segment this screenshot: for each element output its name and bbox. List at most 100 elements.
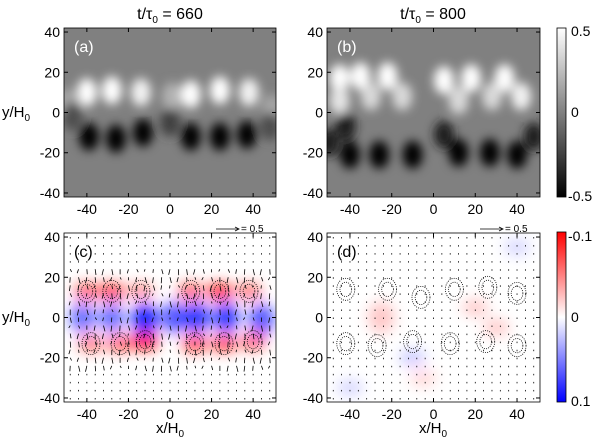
heatmap-feature <box>162 82 183 111</box>
contour-line <box>339 336 353 352</box>
x-tick-label: -20 <box>382 201 402 217</box>
x-tick-label: 40 <box>509 406 525 422</box>
vector-arrow <box>226 277 229 284</box>
vector-arrow <box>76 357 79 362</box>
vector-arrow <box>243 317 246 320</box>
vector-arrow <box>103 349 106 355</box>
vector-arrow <box>211 277 214 282</box>
vector-arrow <box>159 325 163 330</box>
vector-arrow <box>227 333 230 339</box>
y-tick-label: -20 <box>40 350 60 366</box>
contour-line <box>102 279 122 303</box>
heatmap-feature <box>209 76 230 105</box>
heatmap-feature <box>494 64 515 93</box>
contour-line <box>214 332 234 356</box>
vector-arrow <box>86 349 89 352</box>
vector-arrow <box>126 317 129 324</box>
vector-key-arrowhead <box>234 226 240 232</box>
vector-arrow <box>219 285 222 292</box>
heatmap-feature <box>336 379 363 396</box>
vector-arrow <box>211 317 214 324</box>
vector-arrow <box>169 277 172 284</box>
contour-line <box>185 332 205 356</box>
vector-arrow <box>78 325 81 329</box>
vector-arrow <box>202 269 205 274</box>
contour-line <box>414 289 428 305</box>
vector-arrow <box>261 277 264 282</box>
y-tick-label: 40 <box>44 229 60 245</box>
x-tick-label: 20 <box>204 406 220 422</box>
vector-arrow <box>169 341 172 346</box>
vector-arrow <box>210 333 212 337</box>
vector-arrow <box>135 365 138 371</box>
vector-arrow <box>226 325 229 329</box>
vector-arrow <box>69 285 71 292</box>
y-tick-label: -20 <box>303 145 323 161</box>
contour-line <box>443 336 457 352</box>
vector-arrow <box>128 325 131 331</box>
vector-arrow <box>111 269 114 276</box>
heatmap-feature <box>479 138 500 167</box>
contour-line <box>239 279 259 303</box>
vector-arrow <box>227 357 231 362</box>
vector-arrow <box>69 317 72 323</box>
contour-line <box>403 330 423 354</box>
vector-arrow <box>201 341 204 347</box>
heatmap-feature <box>64 102 83 131</box>
heatmap-feature <box>130 78 151 107</box>
vector-arrow <box>144 301 147 306</box>
contour-line <box>339 281 353 297</box>
heatmap-feature <box>461 64 482 93</box>
vector-arrow <box>252 333 255 340</box>
contour-line <box>510 338 524 354</box>
vector-arrow <box>85 317 88 321</box>
x-tick-label: 0 <box>430 406 438 422</box>
y-tick-label: 40 <box>307 229 323 245</box>
x-tick-label: 20 <box>467 406 483 422</box>
vector-arrow <box>93 325 96 331</box>
heatmap-feature <box>368 301 395 334</box>
vector-arrow <box>252 357 255 364</box>
vector-arrow <box>68 325 71 329</box>
vector-arrow <box>126 357 129 362</box>
vector-arrow <box>143 309 146 316</box>
vector-arrow <box>159 349 163 353</box>
y-tick-label: -20 <box>303 350 323 366</box>
vector-arrow <box>194 277 197 280</box>
heatmap-feature <box>335 112 356 141</box>
panel-c-xlabel: x/H0 <box>156 420 185 440</box>
panel-label: (b) <box>337 39 357 56</box>
vector-arrow <box>161 357 164 363</box>
panel-d: = 0.5 -40 -20 0 20 40 -40 -20 0 20 40 (d) <box>303 224 541 422</box>
x-tick-label: 20 <box>204 201 220 217</box>
vector-arrow <box>234 285 237 290</box>
heatmap-feature <box>433 66 454 95</box>
x-tick-label: 40 <box>509 201 525 217</box>
vector-arrow <box>201 277 204 281</box>
vector-arrow <box>101 269 104 276</box>
vector-arrow <box>234 333 237 340</box>
vector-arrow <box>128 285 130 292</box>
heatmap-feature <box>73 283 100 300</box>
contour-line <box>188 336 202 352</box>
vector-arrow <box>169 325 172 331</box>
vector-arrow <box>152 325 155 329</box>
heatmap-feature <box>399 349 426 366</box>
vector-arrow <box>94 317 97 320</box>
vector-arrow <box>194 349 197 356</box>
vector-arrow <box>202 309 206 314</box>
vector-arrow <box>269 285 272 290</box>
heatmap-feature <box>213 301 240 334</box>
vector-arrow <box>78 365 81 372</box>
contour-line <box>84 336 98 352</box>
vector-arrow <box>193 317 196 323</box>
vector-arrow <box>151 341 154 348</box>
y-tick-label: 20 <box>307 64 323 80</box>
contour-line <box>444 277 464 301</box>
vector-arrow <box>235 269 237 274</box>
vector-arrow <box>244 309 247 315</box>
vector-arrow <box>161 317 164 321</box>
vector-arrow <box>201 301 204 305</box>
vector-arrow <box>218 317 221 324</box>
heatmap-feature <box>76 78 97 107</box>
